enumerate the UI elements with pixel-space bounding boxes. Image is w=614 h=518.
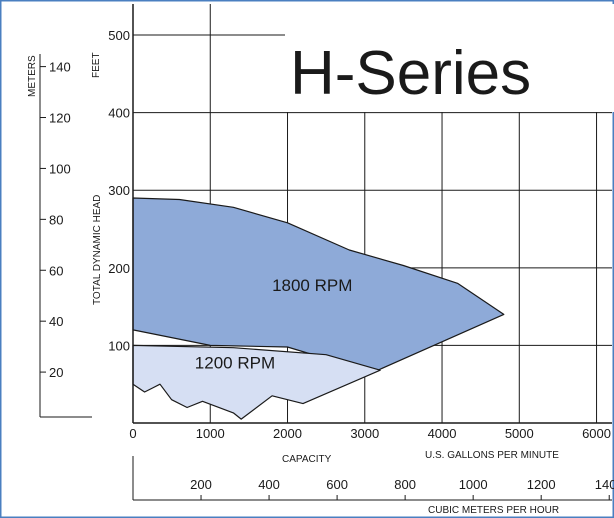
series-label-1: 1800 RPM xyxy=(272,276,352,295)
x-tick-label-4000: 4000 xyxy=(428,426,457,441)
x-axis-label-gpm: U.S. GALLONS PER MINUTE xyxy=(425,450,559,461)
series-layer: 1800 RPM 1200 RPM xyxy=(132,197,505,420)
x-tick-label-3000: 3000 xyxy=(350,426,379,441)
meters-tick-label-120: 120 xyxy=(49,111,71,126)
title-box xyxy=(285,4,614,112)
cmh-tick-label-200: 200 xyxy=(190,477,212,492)
chart-title: H-Series xyxy=(290,39,531,108)
x-axis-label-cmh: CUBIC METERS PER HOUR xyxy=(428,505,559,516)
cmh-tick-label-400: 400 xyxy=(258,477,280,492)
cmh-tick-label-800: 800 xyxy=(394,477,416,492)
meters-tick-label-40: 40 xyxy=(49,314,63,329)
meters-ticks: 20 40 60 80 100 120 140 xyxy=(40,60,71,380)
cmh-tick-label-600: 600 xyxy=(326,477,348,492)
y-axis-label-tdh: TOTAL DYNAMIC HEAD xyxy=(92,195,103,305)
cmh-tick-label-1200: 1200 xyxy=(527,477,556,492)
x-axis-label-capacity: CAPACITY xyxy=(282,454,332,465)
meters-tick-label-80: 80 xyxy=(49,212,63,227)
cmh-tick-label-1000: 1000 xyxy=(459,477,488,492)
y-axis-label-feet: FEET xyxy=(91,52,102,78)
y-tick-label-300: 300 xyxy=(108,183,130,198)
series-area-2 xyxy=(132,344,381,420)
meters-tick-label-20: 20 xyxy=(49,365,63,380)
x-tick-label-0: 0 xyxy=(129,426,136,441)
meters-tick-label-100: 100 xyxy=(49,161,71,176)
y-tick-label-500: 500 xyxy=(108,28,130,43)
y-axis-label-meters: METERS xyxy=(27,55,38,97)
x-tick-label-2000: 2000 xyxy=(273,426,302,441)
x-tick-label-5000: 5000 xyxy=(505,426,534,441)
series-area-1 xyxy=(132,197,505,374)
y-tick-label-200: 200 xyxy=(108,261,130,276)
meters-tick-label-60: 60 xyxy=(49,263,63,278)
series-label-2: 1200 RPM xyxy=(195,354,275,373)
tick-labels: 0 1000 2000 3000 4000 5000 6000 100 200 300 400 500 xyxy=(108,28,611,441)
x-tick-label-1000: 1000 xyxy=(196,426,225,441)
y-tick-label-100: 100 xyxy=(108,338,130,353)
y-tick-label-400: 400 xyxy=(108,106,130,121)
meters-tick-label-140: 140 xyxy=(49,60,71,75)
x-tick-label-6000: 6000 xyxy=(582,426,611,441)
